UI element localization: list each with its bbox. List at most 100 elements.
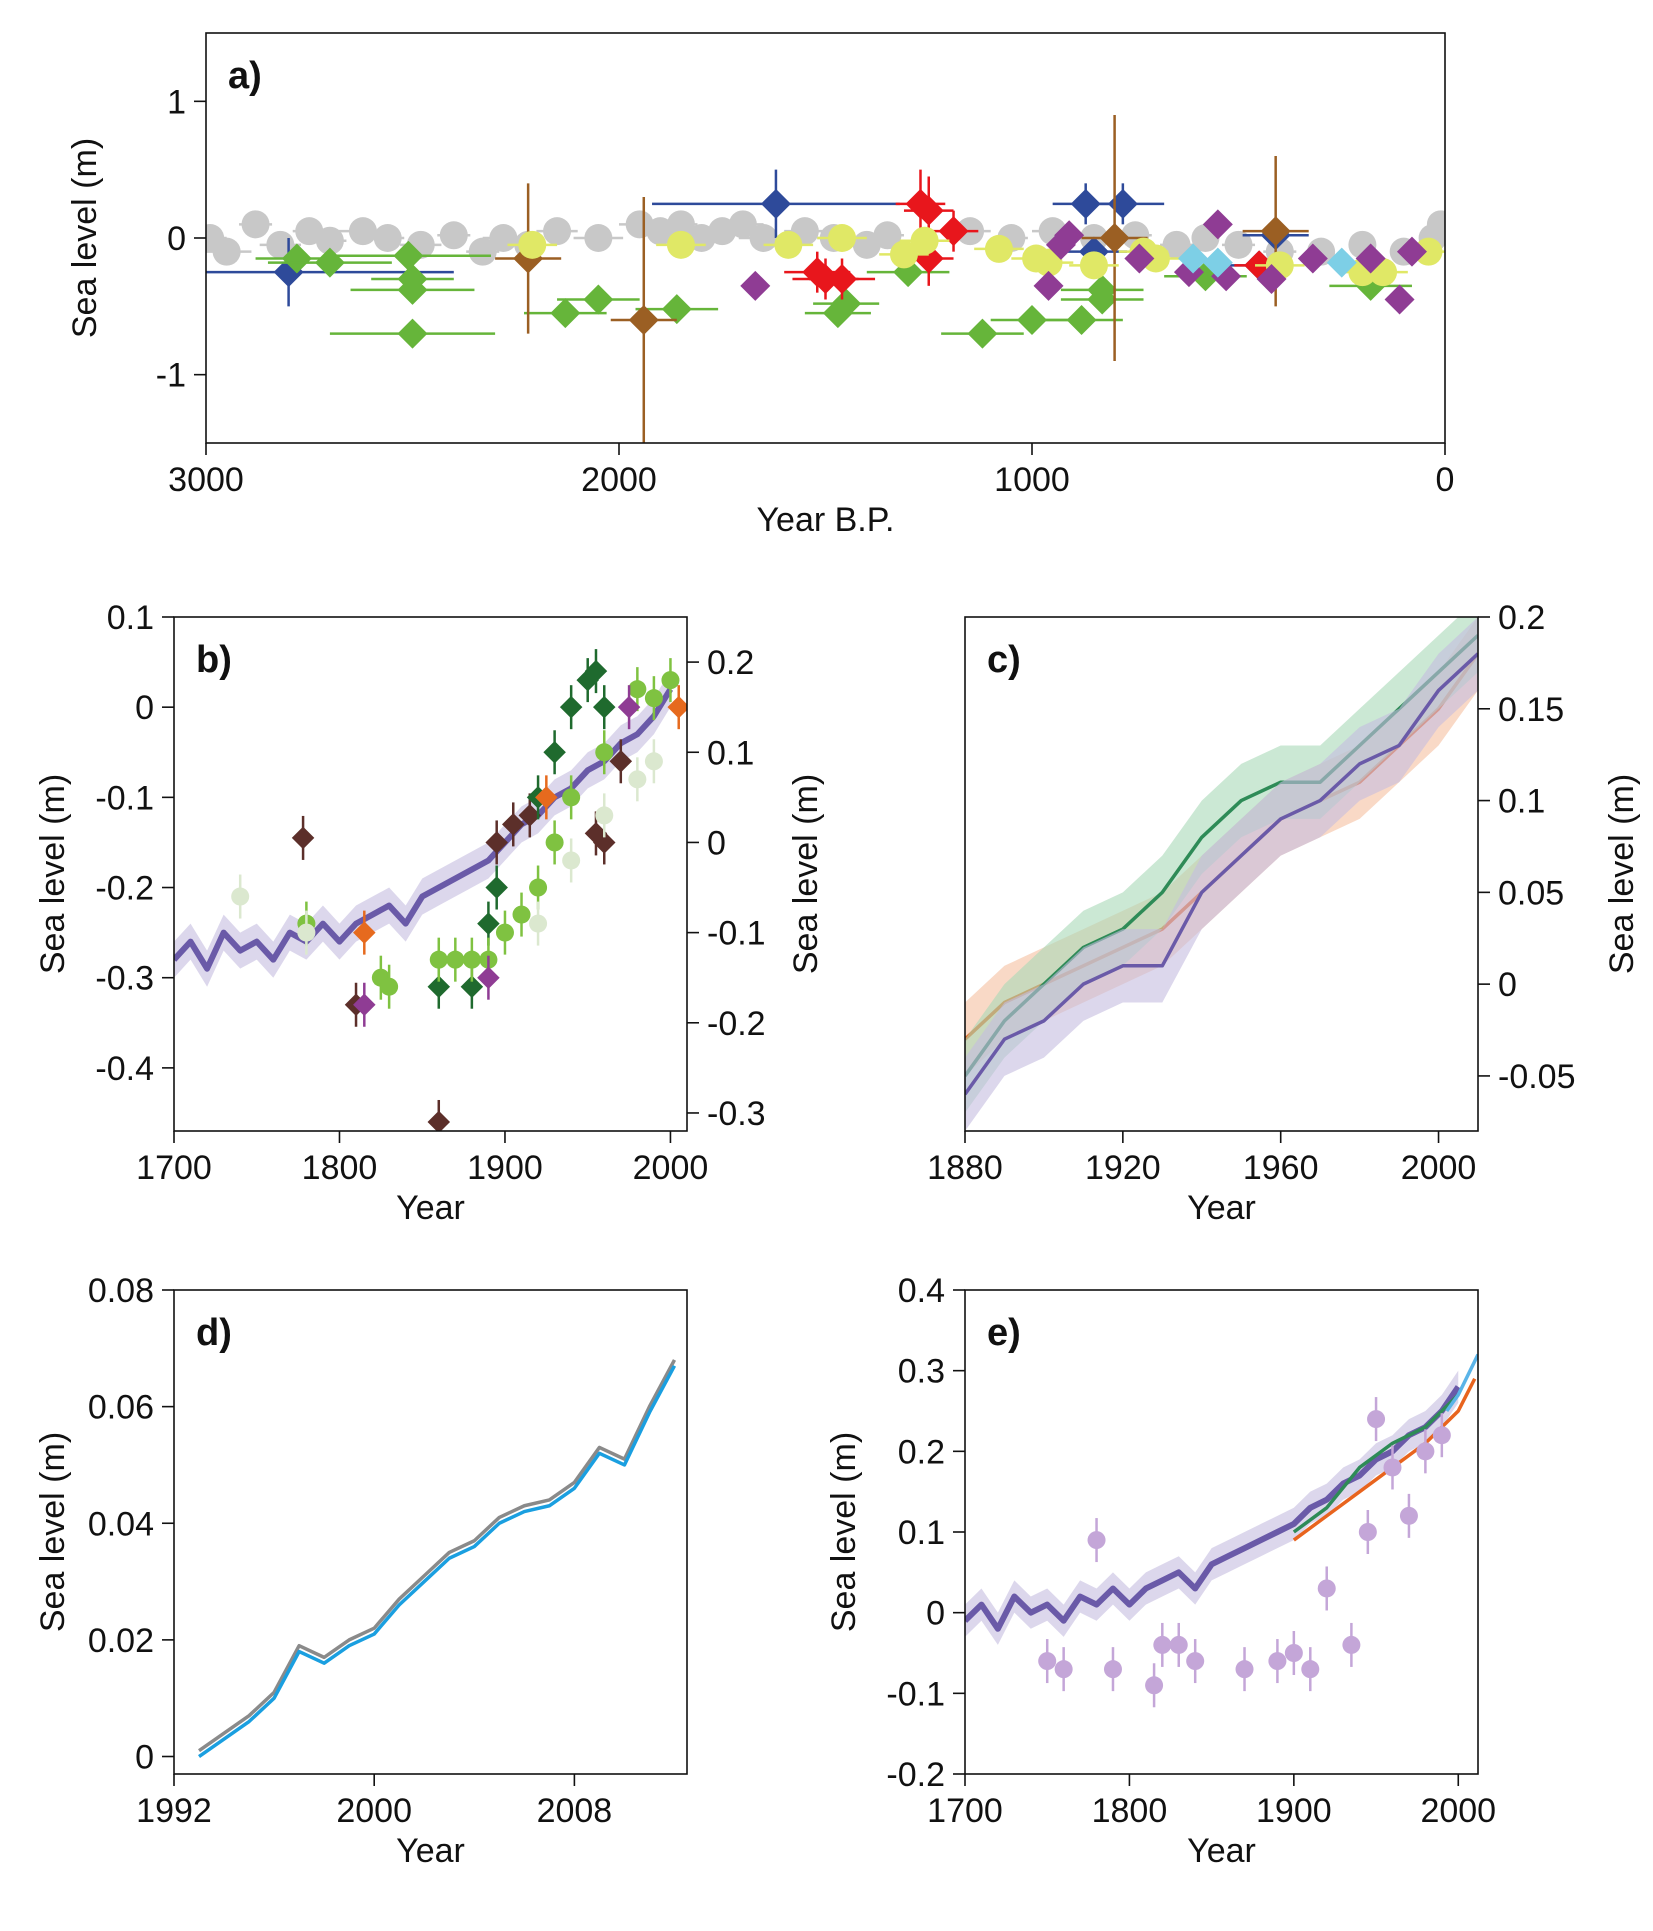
data-point xyxy=(529,914,548,933)
y-tick-label: -0.05 xyxy=(1498,1058,1576,1096)
data-point xyxy=(1034,248,1063,277)
data-point xyxy=(543,741,566,764)
x-tick-label: 1880 xyxy=(927,1149,1003,1187)
y-right-tick-label: 0.1 xyxy=(707,734,754,772)
data-point xyxy=(661,671,680,690)
data-point xyxy=(512,905,531,924)
x-tick-label: 2000 xyxy=(1401,1149,1477,1187)
data-point xyxy=(1054,1660,1073,1679)
x-tick-label: 2000 xyxy=(633,1149,709,1187)
data-point xyxy=(460,975,484,998)
data-point xyxy=(967,318,998,349)
data-point xyxy=(518,230,547,259)
x-tick-label: 2000 xyxy=(581,461,657,499)
data-point xyxy=(393,240,424,271)
y-tick-label: 0 xyxy=(135,689,154,727)
data-point xyxy=(1326,247,1357,278)
x-axis-label: Year B.P. xyxy=(756,501,894,539)
data-point xyxy=(397,264,428,294)
x-tick-label: 1700 xyxy=(927,1792,1003,1830)
data-point xyxy=(828,224,857,252)
data-point xyxy=(1396,236,1427,267)
data-point xyxy=(1202,209,1233,240)
data-point xyxy=(1103,1660,1122,1679)
data-point xyxy=(1268,1652,1287,1671)
data-point xyxy=(212,237,241,266)
plot-area xyxy=(198,1359,677,1758)
data-point xyxy=(545,833,564,852)
data-point xyxy=(427,1110,451,1131)
y-axis-label: Sea level (m) xyxy=(825,1432,863,1632)
x-axis-label: Year xyxy=(396,1189,465,1227)
x-tick-label: 1920 xyxy=(1085,1149,1161,1187)
series-line-1 xyxy=(1292,1393,1460,1534)
data-point xyxy=(1260,216,1291,247)
series-line-0 xyxy=(965,1385,1461,1632)
data-point xyxy=(1224,230,1253,259)
data-point xyxy=(1399,1506,1418,1525)
data-point xyxy=(740,270,771,301)
data-point xyxy=(1235,1660,1254,1679)
data-point xyxy=(495,923,514,942)
y-tick-label: 0.1 xyxy=(107,599,154,637)
panel-label: b) xyxy=(196,639,232,681)
plot-frame xyxy=(173,1289,688,1775)
y-right-tick-label: -0.2 xyxy=(707,1005,766,1043)
y-axis-label: Sea level (m) xyxy=(34,1432,72,1632)
data-point xyxy=(529,878,548,897)
plot-area xyxy=(206,115,1445,443)
data-point xyxy=(584,659,608,683)
y-tick-label: -0.4 xyxy=(95,1050,154,1088)
data-point xyxy=(291,826,315,850)
data-point xyxy=(559,695,583,719)
y-axis-label: Sea level (m) xyxy=(66,138,104,338)
data-point xyxy=(628,770,647,789)
data-point xyxy=(910,226,939,255)
data-point xyxy=(373,224,402,252)
y-tick-label: 0.4 xyxy=(898,1272,945,1310)
x-tick-label: 1960 xyxy=(1243,1149,1319,1187)
data-point xyxy=(1284,1644,1303,1662)
data-point xyxy=(429,950,448,969)
data-point xyxy=(380,977,399,996)
y-tick-label: 0.3 xyxy=(898,1353,945,1391)
data-point xyxy=(1416,1442,1435,1461)
panel-label: a) xyxy=(228,55,262,97)
data-point xyxy=(1256,264,1287,294)
data-point xyxy=(1367,1410,1386,1429)
data-point xyxy=(1099,223,1130,253)
data-point xyxy=(562,851,581,870)
data-point xyxy=(661,294,692,325)
data-point xyxy=(774,230,803,259)
data-point xyxy=(439,221,468,250)
series-line-1 xyxy=(198,1364,677,1758)
data-point xyxy=(489,224,518,252)
y-tick-label: -0.1 xyxy=(886,1675,945,1713)
x-tick-label: 2000 xyxy=(1420,1792,1496,1830)
y-right-tick-label: -0.1 xyxy=(707,915,766,953)
panel-label: d) xyxy=(196,1312,232,1354)
y-tick-label: 0.1 xyxy=(1498,783,1545,821)
y-tick-label: 0.02 xyxy=(88,1622,154,1660)
data-point xyxy=(550,298,581,329)
y-tick-label: 0.06 xyxy=(88,1389,154,1427)
y-tick-label: 0 xyxy=(1498,966,1517,1004)
data-point xyxy=(938,216,969,247)
y-tick-label: 0 xyxy=(135,1739,154,1777)
x-axis-label: Year xyxy=(1187,1832,1256,1870)
x-tick-label: 1800 xyxy=(1092,1792,1168,1830)
x-tick-label: 1900 xyxy=(467,1149,543,1187)
y-axis-label: Sea level (m) xyxy=(1603,774,1641,974)
data-point xyxy=(760,188,791,219)
x-tick-label: 1900 xyxy=(1256,1792,1332,1830)
y-tick-label: -0.3 xyxy=(95,960,154,998)
data-point xyxy=(1066,305,1097,335)
data-point xyxy=(584,224,613,252)
panel-1: 3000 2000 1000 0 1 0 -1 Year B.P. Sea level (m) a… xyxy=(66,32,1454,539)
data-point xyxy=(1414,237,1443,266)
data-point xyxy=(1124,243,1155,274)
panel-4: 1992 2000 2008 0.08 0.06 0.04 0.02 0 Year Sea lev… xyxy=(34,1272,688,1870)
x-axis-label: Year xyxy=(1187,1189,1256,1227)
plot-area xyxy=(965,1353,1478,1708)
data-point xyxy=(1358,1523,1377,1541)
